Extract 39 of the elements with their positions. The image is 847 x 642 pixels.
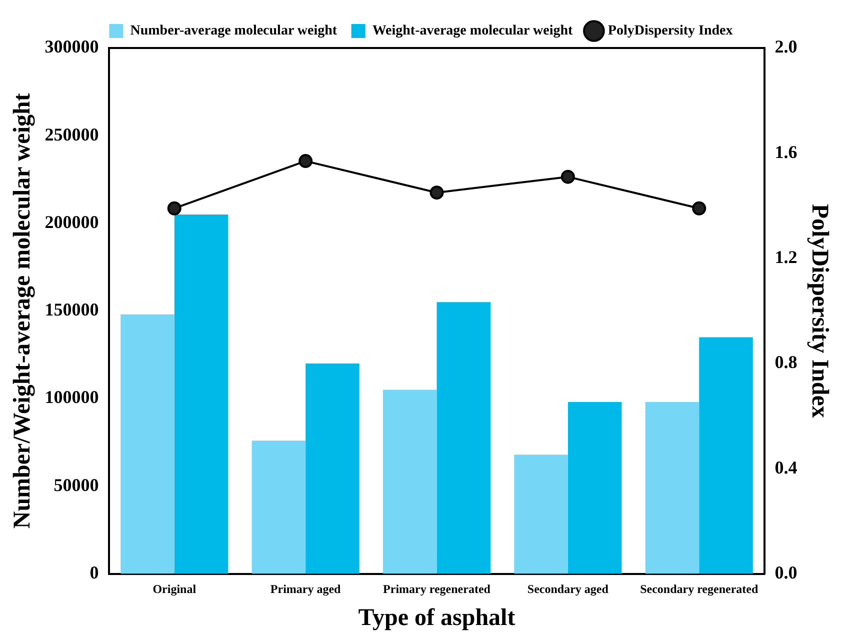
point bbox=[430, 186, 444, 200]
y-axis-title: Number/Weight-average molecular weight bbox=[10, 93, 36, 529]
legend-label: PolyDispersity Index bbox=[608, 24, 733, 39]
y-tick-label: 50000 bbox=[54, 474, 99, 495]
point bbox=[692, 201, 706, 216]
x-tick-label: Secondary regenerated bbox=[640, 582, 758, 596]
bar bbox=[174, 214, 228, 574]
y2-tick-label: 0.8 bbox=[774, 352, 798, 372]
bar bbox=[699, 337, 753, 574]
bar bbox=[568, 402, 622, 574]
y2-tick-label: 0.0 bbox=[774, 562, 798, 582]
y2-tick-label: 1.6 bbox=[774, 142, 798, 162]
x-tick-label: Primary aged bbox=[270, 582, 342, 596]
y-tick-label: 250000 bbox=[44, 124, 99, 144]
y-tick-label: 0 bbox=[90, 562, 99, 582]
y2-tick-label: 2.0 bbox=[774, 36, 798, 57]
bar bbox=[252, 440, 306, 574]
x-tick-label: Original bbox=[152, 582, 197, 596]
legend-label: Number-average molecular weight bbox=[130, 24, 338, 39]
x-tick-label: Secondary aged bbox=[527, 582, 609, 596]
y-tick-label: 200000 bbox=[44, 212, 99, 232]
bar bbox=[436, 302, 491, 574]
point bbox=[298, 154, 313, 168]
x-tick-label: Primary regenerated bbox=[383, 582, 491, 596]
bar bbox=[382, 390, 437, 574]
point bbox=[560, 170, 575, 184]
x-axis-title: Type of asphalt bbox=[358, 604, 516, 631]
y-tick-label: 150000 bbox=[44, 300, 99, 320]
bar bbox=[645, 402, 700, 574]
y-tick-label: 300000 bbox=[44, 36, 99, 57]
y2-tick-label: 0.4 bbox=[774, 457, 798, 478]
legend-label: Weight-average molecular weight bbox=[372, 24, 574, 39]
bar bbox=[306, 363, 360, 574]
y-tick-label: 100000 bbox=[44, 387, 99, 408]
bar bbox=[120, 314, 174, 574]
y2-axis-title: PolyDispersity Index bbox=[806, 204, 832, 418]
y2-tick-label: 1.2 bbox=[774, 246, 798, 267]
bar bbox=[514, 454, 568, 574]
point bbox=[167, 201, 182, 216]
